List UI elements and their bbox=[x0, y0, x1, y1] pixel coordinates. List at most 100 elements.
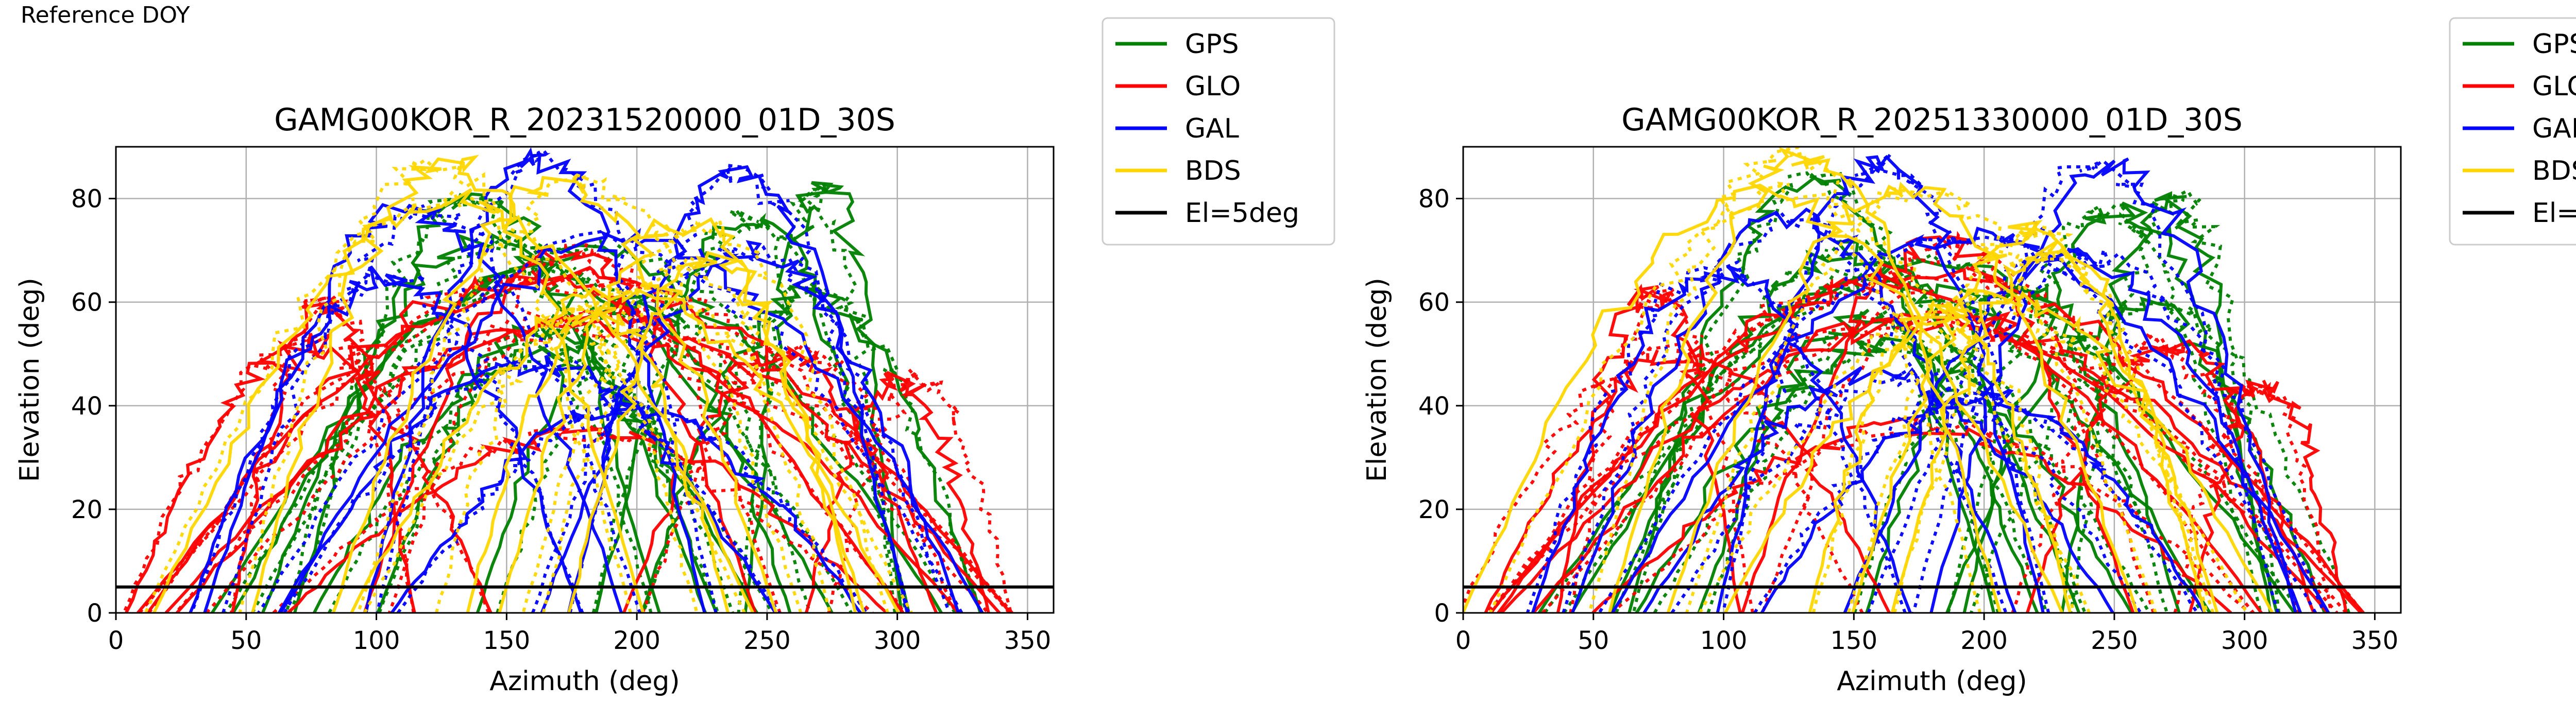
satellite-track bbox=[1685, 186, 2157, 613]
satellite-track bbox=[293, 192, 661, 613]
satellite-track bbox=[435, 304, 699, 613]
satellite-track bbox=[1484, 343, 1891, 613]
satellite-track bbox=[364, 147, 706, 613]
legend-label: GPS bbox=[1185, 29, 1239, 60]
series-bds bbox=[1463, 147, 2274, 613]
x-tick-label: 200 bbox=[613, 626, 660, 655]
satellite-track bbox=[146, 274, 905, 613]
y-tick-label: 0 bbox=[1434, 599, 1450, 628]
satellite-track bbox=[1653, 335, 2151, 613]
x-tick-label: 0 bbox=[108, 626, 124, 655]
satellite-track bbox=[1724, 288, 2274, 613]
x-tick-label: 0 bbox=[1455, 626, 1471, 655]
satellite-track bbox=[211, 244, 943, 613]
satellite-track bbox=[231, 262, 834, 613]
satellite-track bbox=[1753, 385, 2199, 613]
satellite-track bbox=[1698, 290, 2248, 613]
x-tick-label: 300 bbox=[874, 626, 921, 655]
legend: GPS GLO GAL BDS El=5deg bbox=[1101, 17, 1335, 246]
satellite-track bbox=[1562, 208, 2008, 613]
legend-label: El=5deg bbox=[1185, 198, 1299, 229]
satellite-track bbox=[827, 368, 1013, 613]
satellite-track bbox=[1843, 247, 2302, 613]
satellite-track bbox=[1611, 226, 2330, 613]
legend-label: GAL bbox=[2532, 113, 2576, 144]
satellite-track bbox=[567, 165, 909, 613]
satellite-track bbox=[390, 401, 862, 613]
x-axis-label: Azimuth (deg) bbox=[1837, 666, 2027, 697]
satellite-track bbox=[1716, 155, 2045, 613]
satellite-track bbox=[1811, 299, 2076, 613]
page-label: Reference DOY bbox=[21, 2, 190, 28]
y-tick-label: 40 bbox=[1418, 392, 1450, 421]
satellite-track bbox=[2188, 380, 2348, 613]
legend-label: GPS bbox=[2532, 29, 2576, 60]
y-axis-label: Elevation (deg) bbox=[1362, 278, 1393, 482]
satellite-track bbox=[278, 228, 984, 613]
y-axis-label: Elevation (deg) bbox=[14, 278, 45, 482]
satellite-track bbox=[144, 188, 746, 613]
y-tick-label: 80 bbox=[71, 185, 103, 214]
satellite-track bbox=[496, 292, 811, 613]
satellite-track bbox=[1615, 239, 2087, 613]
satellite-track bbox=[363, 284, 913, 613]
satellite-track bbox=[1970, 299, 2350, 613]
x-tick-label: 50 bbox=[1578, 626, 1609, 655]
satellite-track bbox=[1666, 181, 2139, 613]
satellite-track bbox=[1962, 201, 2279, 613]
plot-area bbox=[1463, 147, 2365, 613]
x-tick-label: 150 bbox=[1831, 626, 1878, 655]
satellite-track bbox=[190, 271, 584, 613]
satellite-track bbox=[1500, 310, 2362, 613]
y-tick-label: 80 bbox=[1418, 185, 1450, 214]
satellite-track bbox=[1497, 277, 2263, 613]
legend-box bbox=[2449, 17, 2576, 246]
y-tick-label: 0 bbox=[87, 599, 103, 628]
satellite-track bbox=[238, 158, 632, 613]
satellite-track bbox=[230, 295, 416, 613]
x-tick-label: 100 bbox=[353, 626, 400, 655]
satellite-track bbox=[257, 230, 963, 613]
satellite-track bbox=[152, 188, 755, 613]
satellite-track bbox=[498, 217, 866, 613]
satellite-track bbox=[1463, 183, 2064, 613]
satellite-track bbox=[1610, 417, 2251, 613]
y-tick-label: 20 bbox=[1418, 495, 1450, 524]
legend-label: GLO bbox=[1185, 71, 1241, 102]
satellite-track bbox=[1488, 182, 2091, 613]
legend-label: GLO bbox=[2532, 71, 2576, 102]
x-tick-label: 200 bbox=[1960, 626, 2008, 655]
legend-label: BDS bbox=[1185, 156, 1241, 186]
satellite-track bbox=[466, 306, 730, 613]
satellite-track bbox=[2011, 333, 2301, 613]
satellite-track bbox=[1761, 231, 2155, 613]
satellite-track bbox=[1532, 314, 2329, 613]
legend-box bbox=[1101, 17, 1335, 246]
satellite-track bbox=[2069, 188, 2281, 613]
satellite-track bbox=[1463, 342, 1864, 613]
x-tick-label: 350 bbox=[1004, 626, 1052, 655]
y-tick-label: 20 bbox=[71, 495, 103, 524]
satellite-track bbox=[1598, 230, 2317, 613]
satellite-track bbox=[1569, 287, 1755, 613]
chart-1: 0 50 100 150 200 250 300 350 0 20 40 60 80 GAMG00KOR_… bbox=[14, 17, 1335, 697]
plot-area bbox=[122, 147, 1013, 613]
chart-2: 0 50 100 150 200 250 300 350 0 20 40 60 80 GAMG00KOR_… bbox=[1362, 17, 2576, 697]
satellite-track bbox=[521, 216, 890, 613]
satellite-track bbox=[2173, 382, 2333, 613]
satellite-track bbox=[1911, 158, 2280, 613]
satellite-track bbox=[1608, 240, 2081, 613]
satellite-track bbox=[251, 155, 645, 613]
x-axis-label: Azimuth (deg) bbox=[489, 666, 680, 697]
legend-label: BDS bbox=[2532, 156, 2576, 186]
x-tick-label: 50 bbox=[230, 626, 262, 655]
legend-label: GAL bbox=[1185, 113, 1239, 144]
satellite-track bbox=[1846, 223, 2215, 613]
satellite-track bbox=[137, 266, 1012, 613]
chart-title: GAMG00KOR_R_20251330000_01D_30S bbox=[1621, 102, 2243, 138]
satellite-track bbox=[229, 296, 415, 613]
x-tick-label: 250 bbox=[743, 626, 791, 655]
x-tick-label: 100 bbox=[1700, 626, 1748, 655]
legend: GPS GLO GAL BDS El=5deg bbox=[2449, 17, 2576, 246]
